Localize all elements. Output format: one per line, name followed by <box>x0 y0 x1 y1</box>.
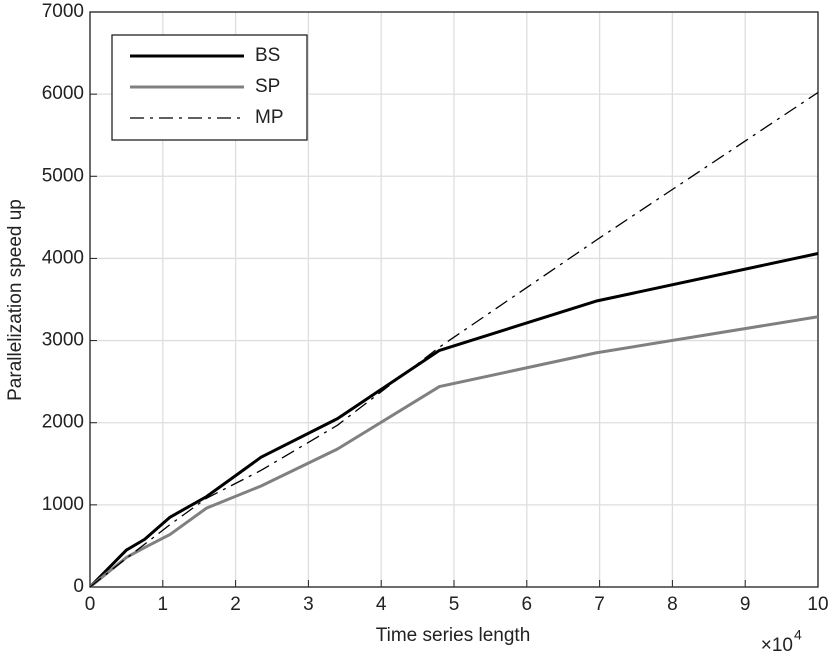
series-line <box>89 91 819 588</box>
legend-label: MP <box>255 107 284 128</box>
y-tick-label: 0 <box>73 576 84 597</box>
x-tick-label: 1 <box>158 594 169 615</box>
y-tick-label: 5000 <box>42 165 84 186</box>
y-tick-label: 2000 <box>42 412 84 433</box>
y-tick-label: 7000 <box>42 1 84 22</box>
x-tick-label: 2 <box>230 594 241 615</box>
x-tick-label: 8 <box>667 594 678 615</box>
x-tick-label: 3 <box>303 594 314 615</box>
legend-label: BS <box>255 45 280 66</box>
y-tick-label: 1000 <box>42 494 84 515</box>
x-tick-label: 6 <box>522 594 533 615</box>
y-axis-label: Parallelization speed up <box>5 199 26 401</box>
y-tick-label: 3000 <box>42 330 84 351</box>
x-tick-label: 5 <box>449 594 460 615</box>
series-line <box>88 252 819 589</box>
legend-label: SP <box>255 76 280 97</box>
x-tick-label: 9 <box>740 594 751 615</box>
x-tick-label: 10 <box>807 594 828 615</box>
x-tick-label: 0 <box>85 594 96 615</box>
y-tick-label: 6000 <box>42 83 84 104</box>
y-tick-label: 4000 <box>42 247 84 268</box>
x-scale-exponent: 4 <box>794 627 802 643</box>
x-tick-label: 4 <box>376 594 387 615</box>
x-scale-label: ×10 <box>761 635 793 656</box>
plot-frame <box>89 11 819 588</box>
x-axis-label: Time series length <box>376 625 531 646</box>
series-line <box>89 315 819 589</box>
x-tick-label: 7 <box>594 594 605 615</box>
